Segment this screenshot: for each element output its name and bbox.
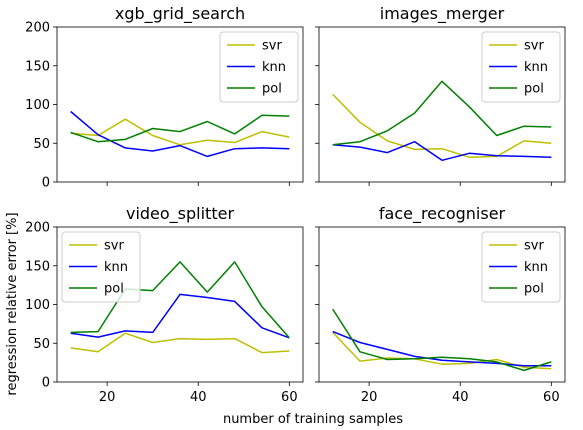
series-line-knn — [332, 330, 552, 367]
series-line-knn — [332, 140, 552, 162]
series-line-pol — [332, 308, 552, 372]
legend-box — [481, 31, 561, 103]
series-line-pol — [332, 80, 552, 146]
x-tick-label: 60 — [281, 390, 298, 405]
series-line-pol — [70, 261, 290, 339]
legend: svr knn pol — [219, 31, 299, 103]
y-tick-label: 50 — [33, 137, 50, 152]
x-tick-label: 40 — [452, 390, 469, 405]
axes-frame — [56, 26, 304, 183]
series-line-knn — [70, 293, 290, 339]
panel-title: face_recogniser — [379, 204, 506, 224]
series-line-svr — [70, 332, 290, 354]
y-tick-label: 100 — [25, 98, 50, 113]
panel-title: xgb_grid_search — [115, 4, 245, 24]
axes-frame — [318, 26, 566, 183]
y-tick-label: 0 — [42, 376, 50, 391]
legend: svr knn pol — [61, 231, 141, 303]
x-tick-label: 40 — [190, 390, 207, 405]
legend-entry-pol: pol — [104, 282, 124, 297]
series-line-knn — [70, 110, 290, 158]
x-tick-label: 60 — [543, 390, 560, 405]
legend-box — [61, 231, 141, 303]
panel-title: video_splitter — [126, 204, 234, 224]
y-tick-label: 200 — [25, 221, 50, 236]
legend-box — [219, 31, 299, 103]
legend-entry-pol: pol — [524, 282, 544, 297]
y-axis-label: regression relative error [%] — [5, 212, 20, 395]
y-tick-label: 150 — [25, 59, 50, 74]
legend-entry-svr: svr — [104, 239, 124, 254]
panel-face-recogniser: face_recogniser 20 40 60 svr knn pol — [315, 204, 566, 405]
series-line-svr — [332, 93, 552, 158]
x-tick-label: 20 — [99, 390, 116, 405]
panel-xgb-grid-search: xgb_grid_search 0 50 100 150 200 svr knn pol — [25, 4, 304, 191]
y-tick-label: 50 — [33, 337, 50, 352]
y-tick-label: 150 — [25, 259, 50, 274]
axes-frame — [318, 226, 566, 383]
x-tick-label: 20 — [361, 390, 378, 405]
legend: svr knn pol — [481, 231, 561, 303]
legend-entry-svr: svr — [262, 39, 282, 54]
series-line-svr — [70, 118, 290, 146]
legend-entry-svr: svr — [524, 239, 544, 254]
y-tick-label: 200 — [25, 21, 50, 36]
series-line-pol — [70, 114, 290, 143]
legend-box — [481, 231, 561, 303]
legend-entry-knn: knn — [524, 60, 548, 75]
legend: svr knn pol — [481, 31, 561, 103]
axes-frame — [56, 226, 304, 383]
legend-entry-svr: svr — [524, 39, 544, 54]
y-tick-label: 0 — [42, 176, 50, 191]
y-tick-label: 100 — [25, 298, 50, 313]
legend-entry-knn: knn — [104, 260, 128, 275]
series-line-svr — [332, 331, 552, 370]
legend-entry-pol: pol — [262, 82, 282, 97]
legend-entry-knn: knn — [262, 60, 286, 75]
panel-video-splitter: video_splitter 0 50 100 150 200 20 40 60 svr knn po… — [25, 204, 304, 405]
legend-entry-pol: pol — [524, 82, 544, 97]
x-axis-label: number of training samples — [223, 412, 403, 427]
legend-entry-knn: knn — [524, 260, 548, 275]
panel-title: images_merger — [380, 4, 505, 24]
